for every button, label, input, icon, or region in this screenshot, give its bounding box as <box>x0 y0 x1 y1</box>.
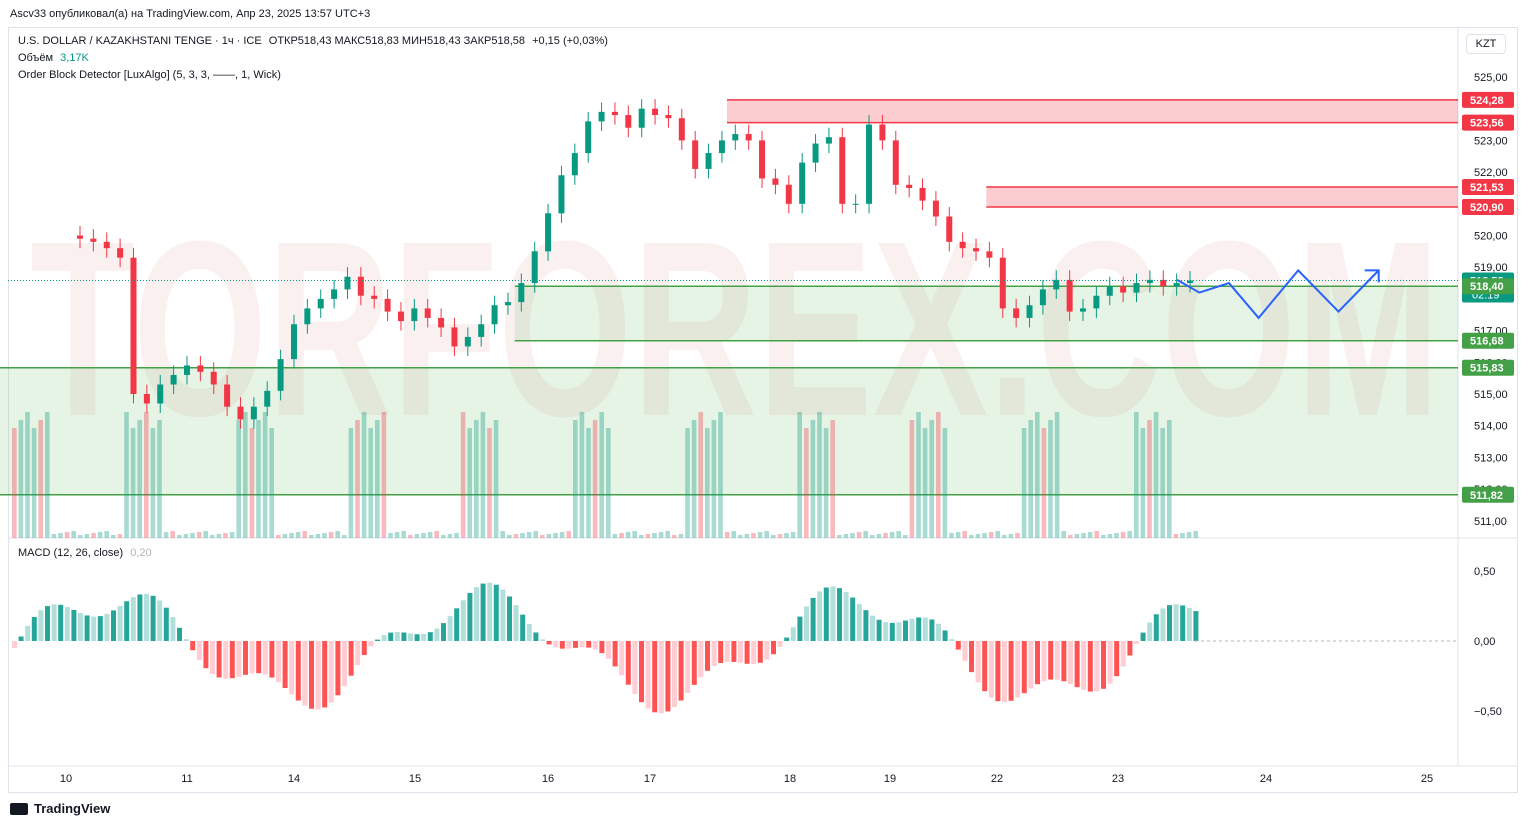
chart-frame <box>8 27 1518 793</box>
indicator-label: Order Block Detector [LuxAlgo] (5, 3, 3,… <box>18 69 281 81</box>
ohlc-values: ОТКР518,43 МАКС518,83 МИН518,43 ЗАКР518,… <box>268 35 526 47</box>
volume-label: Объём <box>18 52 54 64</box>
indicator-legend[interactable]: Order Block Detector [LuxAlgo] (5, 3, 3,… <box>18 69 281 81</box>
tradingview-logo-icon <box>10 802 28 815</box>
price-change: +0,15 (+0,03%) <box>532 35 608 47</box>
currency-button[interactable]: KZT <box>1466 34 1506 54</box>
macd-value: 0,20 <box>130 547 152 559</box>
tradingview-brand: TradingView <box>34 801 111 816</box>
volume-legend[interactable]: Объём 3,17K <box>18 52 89 64</box>
volume-value: 3,17K <box>60 52 89 64</box>
macd-label: MACD (12, 26, close) <box>18 547 124 559</box>
publisher-line: Ascv33 опубликовал(а) на TradingView.com… <box>10 8 371 20</box>
symbol-header[interactable]: U.S. DOLLAR / KAZAKHSTANI TENGE · 1ч · I… <box>18 35 608 47</box>
symbol-title: U.S. DOLLAR / KAZAKHSTANI TENGE · 1ч · I… <box>18 35 262 47</box>
tradingview-footer[interactable]: TradingView <box>10 801 110 816</box>
macd-legend[interactable]: MACD (12, 26, close) 0,20 <box>18 547 152 559</box>
